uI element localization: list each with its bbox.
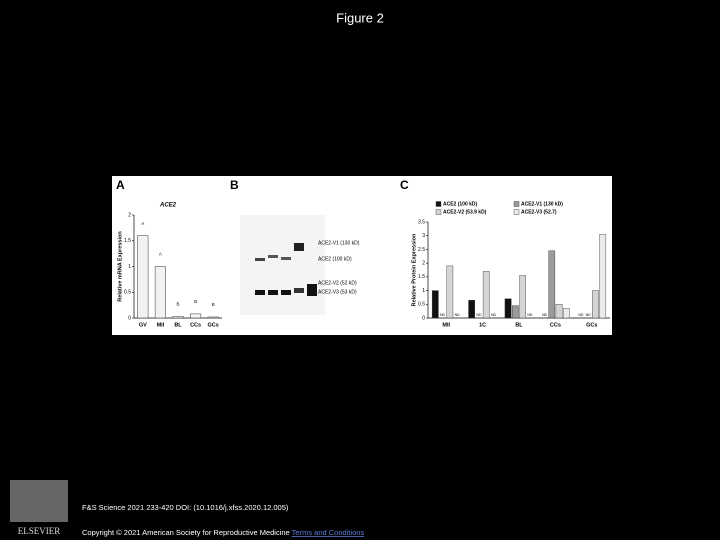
band [268,290,278,295]
y-tick-label: 3 [422,233,425,239]
x-tick-label: MII [157,322,165,328]
panel-label: C [400,178,409,192]
band [281,257,291,260]
panel-label: B [230,178,239,192]
band-label: ACE2 (100 kD) [318,256,352,262]
na-label: ND [476,313,482,317]
citation: F&S Science 2021 233-420 DOI: (10.1016/j… [82,503,289,512]
band [268,255,278,258]
copyright-text: Copyright © 2021 American Society for Re… [82,528,290,537]
chart-title: ACE2 [159,203,177,209]
legend-label: ACE2-V3 (52.7) [521,209,557,215]
y-tick-label: 2 [422,260,425,266]
legend-label: ACE2 (100 kD) [443,201,478,207]
y-axis-label: Relative Protein Expression [411,233,417,306]
y-tick-label: 2.5 [418,247,425,253]
y-tick-label: 3.5 [418,219,425,225]
y-tick-label: 0 [422,315,425,321]
bar [468,299,476,319]
bar [137,235,149,319]
x-tick-label: GV [139,322,147,328]
copyright: Copyright © 2021 American Society for Re… [82,528,364,537]
logo-text: ELSEVIER [18,526,61,536]
legend-swatch [513,201,520,207]
significance-letter: B [176,302,179,307]
y-tick-label: 2 [128,212,131,218]
bar [599,234,607,319]
y-tick-label: 0 [128,315,131,321]
y-tick-label: 1 [422,288,425,294]
na-label: ND [440,313,446,317]
bar [172,316,184,319]
legend-label: ACE2-V1 (130 kD) [521,201,563,207]
bar [154,266,166,319]
figure [112,176,612,335]
bar [431,290,439,319]
bar [207,316,219,319]
blot: ACE2-V1 (130 kD) ACE2 (100 kD) ACE2-V2 (… [240,215,360,315]
bar [504,298,512,319]
legend-swatch [435,201,442,207]
na-label: ND [578,313,584,317]
legend-label: ACE2-V2 (53.9 kD) [443,209,487,215]
band [281,290,291,295]
na-label: ND [491,313,497,317]
bar [519,275,526,319]
significance-letter: A [159,252,162,257]
x-tick-label: GCs [208,322,219,328]
y-axis-label: Relative mRNA Expression [117,231,123,302]
significance-letter: A [141,221,144,226]
x-tick-label: GCs [586,322,597,328]
panel-label: A [116,178,125,192]
legend-swatch [513,209,520,215]
band [255,290,265,295]
bar [190,313,202,319]
y-tick-label: 1 [128,264,131,270]
x-tick-label: CCs [550,322,561,328]
na-label: ND [542,313,548,317]
bar [512,305,519,319]
bar [446,265,454,319]
bar [562,308,570,319]
y-tick-label: 1.5 [418,274,425,280]
y-tick-label: 1.5 [124,238,131,244]
bar [482,271,490,319]
x-tick-label: CCs [190,322,201,328]
slide-title: Figure 2 [336,10,384,25]
bar [592,290,599,319]
blot-area [240,215,325,315]
na-label: ND [527,313,533,317]
band-label: ACE2-V3 (53 kD) [318,289,357,295]
band-label: ACE2-V2 (52 kD) [318,280,357,286]
logo: ELSEVIER [10,480,68,536]
x-tick-label: BL [174,322,182,328]
significance-letter: B [212,302,215,307]
bar [555,304,563,319]
logo-tree [10,480,68,522]
band [294,288,304,293]
terms-link[interactable]: Terms and Conditions [292,528,365,537]
band [307,284,317,296]
band [255,258,265,261]
x-tick-label: MII [442,322,450,328]
y-tick-label: 0.5 [418,302,425,308]
y-tick-label: 0.5 [124,290,131,296]
x-tick-label: 1C [479,322,486,328]
significance-letter: B [194,299,197,304]
band [294,243,304,251]
legend-swatch [435,209,442,215]
x-tick-label: BL [515,322,523,328]
band-label: ACE2-V1 (130 kD) [318,240,360,246]
na-label: ND [586,313,592,317]
bar [548,250,556,319]
na-label: ND [455,313,461,317]
